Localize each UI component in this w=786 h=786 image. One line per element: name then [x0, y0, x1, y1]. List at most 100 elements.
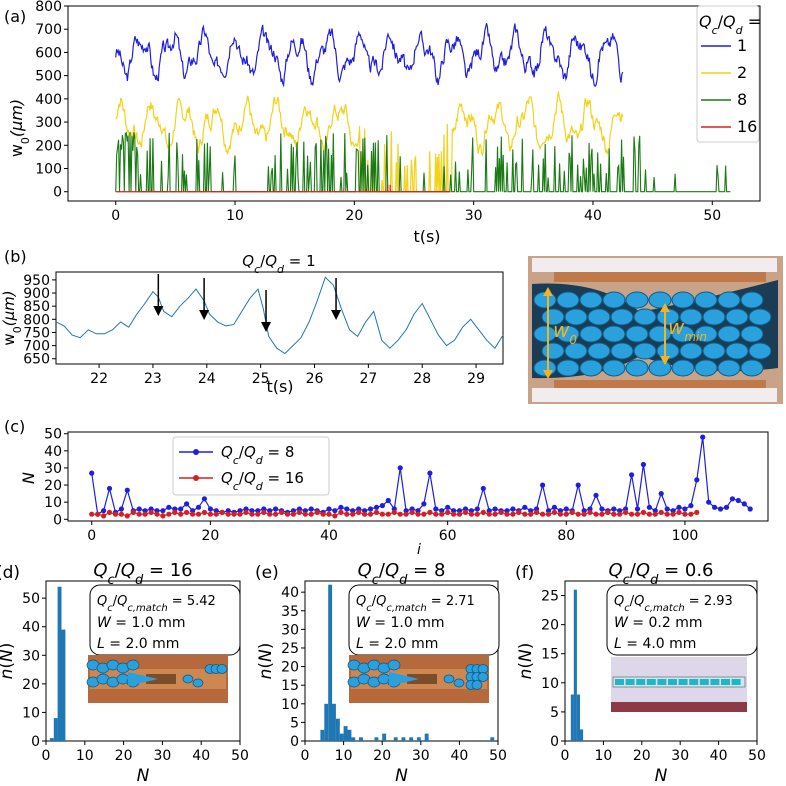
- inset-droplet: [717, 291, 741, 309]
- c-point: [367, 506, 374, 512]
- c-point: [545, 511, 552, 517]
- c-point: [261, 509, 267, 515]
- f-bar: [570, 694, 574, 741]
- w0-arrow-head: [543, 287, 553, 296]
- inset-droplet: [731, 679, 741, 685]
- c-point: [599, 506, 605, 512]
- c-point: [421, 501, 427, 507]
- f-ytick-label: 10: [541, 676, 559, 692]
- c-xtick-label: 40: [320, 528, 338, 544]
- inset-droplet: [633, 342, 657, 360]
- e-bar: [320, 729, 325, 741]
- w0-arrow-head: [543, 370, 553, 379]
- b-xtick-label: 26: [306, 371, 324, 387]
- inset-droplet: [564, 342, 588, 360]
- c-point: [575, 482, 581, 488]
- e-bar: [359, 737, 363, 741]
- c-point: [279, 509, 285, 515]
- c-point: [658, 509, 664, 515]
- inset-bottom-edge: [554, 380, 766, 388]
- c-point: [593, 492, 599, 498]
- c-point: [207, 506, 213, 512]
- c-point: [658, 491, 664, 497]
- c-point: [629, 472, 635, 478]
- b-arrow-head: [261, 322, 272, 332]
- b-xtick-label: 22: [90, 371, 108, 387]
- c-point: [445, 509, 451, 515]
- inset-droplet: [453, 678, 465, 688]
- c-point: [267, 511, 273, 517]
- d-ytick-label: 30: [22, 648, 40, 664]
- e-ytick-label: 35: [281, 604, 299, 620]
- c-ytick-label: 40: [44, 444, 62, 460]
- inset-droplet: [725, 342, 749, 360]
- c-point: [723, 504, 730, 510]
- inset-droplet: [721, 679, 730, 685]
- c-point: [101, 513, 107, 519]
- b-xtick-label: 29: [467, 371, 485, 387]
- inset-droplet: [740, 291, 764, 309]
- c-point: [534, 509, 540, 515]
- b-arrow-head: [199, 310, 210, 320]
- inset-droplet: [648, 291, 672, 309]
- c-point: [373, 509, 380, 515]
- e-ytick-label: 20: [281, 660, 299, 676]
- c-point: [373, 504, 380, 510]
- d-xtick-label: 20: [115, 748, 133, 764]
- a-ytick-label: 400: [35, 92, 62, 108]
- c-point: [462, 509, 469, 515]
- b-xtick-label: 27: [359, 371, 377, 387]
- c-ylabel: N: [19, 472, 38, 484]
- c-point: [468, 511, 474, 517]
- c-point: [421, 511, 427, 517]
- c-legend-marker: [193, 475, 199, 481]
- c-point: [225, 511, 231, 517]
- d-xtick-label: 50: [231, 748, 249, 764]
- a-ytick-label: 600: [35, 45, 62, 61]
- e-ytick-label: 5: [290, 715, 299, 731]
- inset-neck: [407, 674, 437, 684]
- d-textbox-line-2: L = 2.0 mm: [97, 636, 179, 652]
- c-xtick-label: 80: [557, 528, 575, 544]
- c-point: [344, 511, 350, 517]
- c-point: [427, 470, 433, 476]
- f-xtick-label: 40: [710, 748, 728, 764]
- c-point: [172, 509, 178, 515]
- c-series-line-0: [91, 437, 751, 516]
- c-point: [118, 506, 124, 512]
- wmin-arrow-head: [660, 356, 670, 365]
- inset-droplet: [625, 679, 635, 685]
- inset-droplet: [694, 359, 718, 377]
- c-point: [492, 511, 498, 517]
- panel-label-a: (a): [4, 7, 26, 26]
- inset-jet: [389, 672, 419, 686]
- c-point: [136, 506, 142, 512]
- e-ytick-label: 15: [281, 678, 299, 694]
- c-point: [682, 506, 688, 512]
- c-legend-marker: [193, 449, 199, 455]
- c-point: [344, 506, 350, 512]
- f-textbox: [606, 584, 758, 656]
- inset-droplet: [671, 359, 695, 377]
- c-point: [409, 509, 415, 515]
- c-point: [308, 511, 314, 517]
- c-ytick-label: 20: [44, 478, 62, 494]
- c-point: [451, 511, 457, 517]
- b-title: Qc​/Qd​ = 1: [242, 252, 315, 276]
- c-point: [427, 509, 433, 515]
- c-point: [587, 509, 593, 515]
- d-xtick-label: 0: [42, 748, 51, 764]
- c-xtick-label: 20: [201, 528, 219, 544]
- d-title: Qc​/Qd​ = 16: [93, 560, 192, 588]
- d-ylabel: n(N): [0, 643, 17, 680]
- e-bar: [335, 718, 340, 741]
- c-point: [735, 497, 741, 504]
- c-point: [676, 509, 682, 515]
- a-legend-title: Qc​/Qd​ =: [699, 12, 761, 37]
- a-series-2: [115, 91, 624, 193]
- inset-droplet: [648, 359, 672, 377]
- b-axes-frame: [55, 271, 504, 365]
- e-bar: [416, 737, 421, 741]
- inset-top-edge: [554, 272, 766, 282]
- c-ytick-label: 30: [44, 461, 62, 477]
